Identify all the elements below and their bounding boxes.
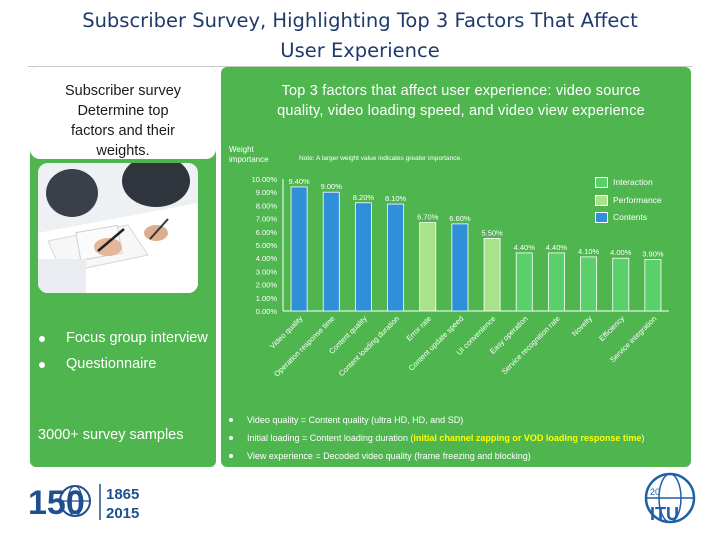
data-label: 4.40% [514,243,536,252]
x-tick-label: Operation response time [272,314,336,378]
definition-text: Initial loading = Content loading durati… [247,433,414,443]
legend-entry: Contents [595,212,662,230]
legend-swatch-contents [595,212,608,223]
bar [547,252,565,312]
definition-list: Video quality = Content quality (ultra H… [229,411,689,465]
bullet-text: Questionnaire [66,356,157,372]
right-panel: Top 3 factors that affect user experienc… [221,67,691,467]
x-tick-label: Novelty [570,314,594,338]
data-label: 9.40% [288,177,310,186]
definition-tail: ) [641,433,645,443]
legend-entry: Interaction [595,177,662,195]
y-tick-label: 5.00% [256,241,278,250]
data-label: 4.40% [546,243,568,252]
bullet-dot-icon [229,454,233,458]
chart-heading-line: quality, video loading speed, and video … [277,103,645,119]
y-tick-label: 0.00% [256,307,278,316]
left-panel: Subscriber survey Determine top factors … [30,67,216,467]
bar [451,223,469,312]
bar [515,252,533,312]
y-axis-title-line: importance [229,155,269,164]
list-item: Video quality = Content quality (ultra H… [229,411,689,429]
y-tick-label: 6.00% [256,228,278,237]
x-tick-label: Content update speed [407,314,466,373]
y-axis-title-line: Weight [229,145,254,154]
chart-legend: Interaction Performance Contents [595,177,662,230]
logo-year-bottom: 2015 [106,505,139,522]
y-tick-label: 10.00% [252,175,278,184]
list-item: Focus group interview [38,329,214,348]
legend-label: Contents [613,212,648,222]
x-tick-label: Error rate [404,314,433,343]
y-tick-label: 2.00% [256,281,278,290]
data-label: 4.00% [610,248,632,257]
legend-swatch-interaction [595,177,608,188]
legend-entry: Performance [595,194,662,213]
bar [612,257,630,312]
bullet-dot-icon [39,362,45,368]
method-list: Focus group interview Questionnaire [38,329,214,381]
data-label: 6.60% [449,214,471,223]
y-tick-label: 1.00% [256,294,278,303]
data-label: 3.90% [642,250,664,259]
data-label: 9.00% [321,182,343,191]
x-tick-label: Content loading duration [337,314,401,378]
bullet-dot-icon [229,436,233,440]
left-heading-line: weights. [96,143,150,159]
bullet-dot-icon [229,418,233,422]
bar [322,191,340,312]
y-tick-label: 4.00% [256,254,278,263]
bar [290,186,308,312]
list-item: Questionnaire [38,355,214,374]
left-heading-box: Subscriber survey Determine top factors … [30,67,216,159]
logo-text: ITU [650,504,679,524]
bar [387,203,405,312]
bar-chart: 0.00% 1.00% 2.00% 3.00% 4.00% 5.00% 6.00% 7.00%… [252,175,669,378]
data-label: 4.10% [578,247,600,256]
survey-samples: 3000+ survey samples [38,427,184,443]
itu-logo: 20 ITU [640,470,700,539]
legend-swatch-performance [595,194,608,206]
title-divider [28,66,692,67]
bar [483,238,501,312]
itu-150-logo: 150 1865 2015 [28,480,148,529]
y-tick-label: 9.00% [256,188,278,197]
survey-photo [38,163,198,293]
chart-heading: Top 3 factors that affect user experienc… [235,81,687,121]
definition-text: View experience = Decoded video quality … [247,451,531,461]
bar [580,256,598,312]
x-tick-label: Service recognition rate [500,314,562,376]
chart-note: Note: A larger weight value indicates gr… [299,155,462,162]
bar [354,202,372,312]
bullet-dot-icon [39,336,45,342]
bullet-text: Focus group interview [66,330,208,346]
data-label: 5.50% [481,228,503,237]
slide-title-line1: Subscriber Survey, Highlighting Top 3 Fa… [82,9,638,32]
legend-label: Interaction [613,177,653,187]
data-label: 6.70% [417,213,439,222]
definition-text: Video quality = Content quality (ultra H… [247,415,464,425]
y-tick-label: 3.00% [256,267,278,276]
list-item: Initial loading = Content loading durati… [229,429,689,447]
left-heading-line: Subscriber survey [64,83,182,99]
bar [419,222,437,312]
y-tick-label: 7.00% [256,215,278,224]
left-heading-line: factors and their [71,123,175,139]
chart-heading-line: Top 3 factors that affect user experienc… [281,83,641,99]
data-label: 8.20% [353,193,375,202]
page-number: 20 [650,487,660,497]
left-heading-line: Determine top [77,103,169,119]
slide-title: Subscriber Survey, Highlighting Top 3 Fa… [0,6,720,66]
bar [644,259,662,312]
left-heading: Subscriber survey Determine top factors … [40,81,206,161]
definition-highlight: initial channel zapping or VOD loading r… [413,433,642,443]
data-label: 8.10% [385,194,407,203]
slide-title-line2: User Experience [280,39,440,62]
y-axis-title: Weight importance [229,145,279,165]
legend-label: Performance [613,194,662,205]
x-tick-label: Efficiency [597,314,626,343]
list-item: View experience = Decoded video quality … [229,447,689,465]
logo-year-top: 1865 [106,486,139,503]
y-tick-label: 8.00% [256,201,278,210]
